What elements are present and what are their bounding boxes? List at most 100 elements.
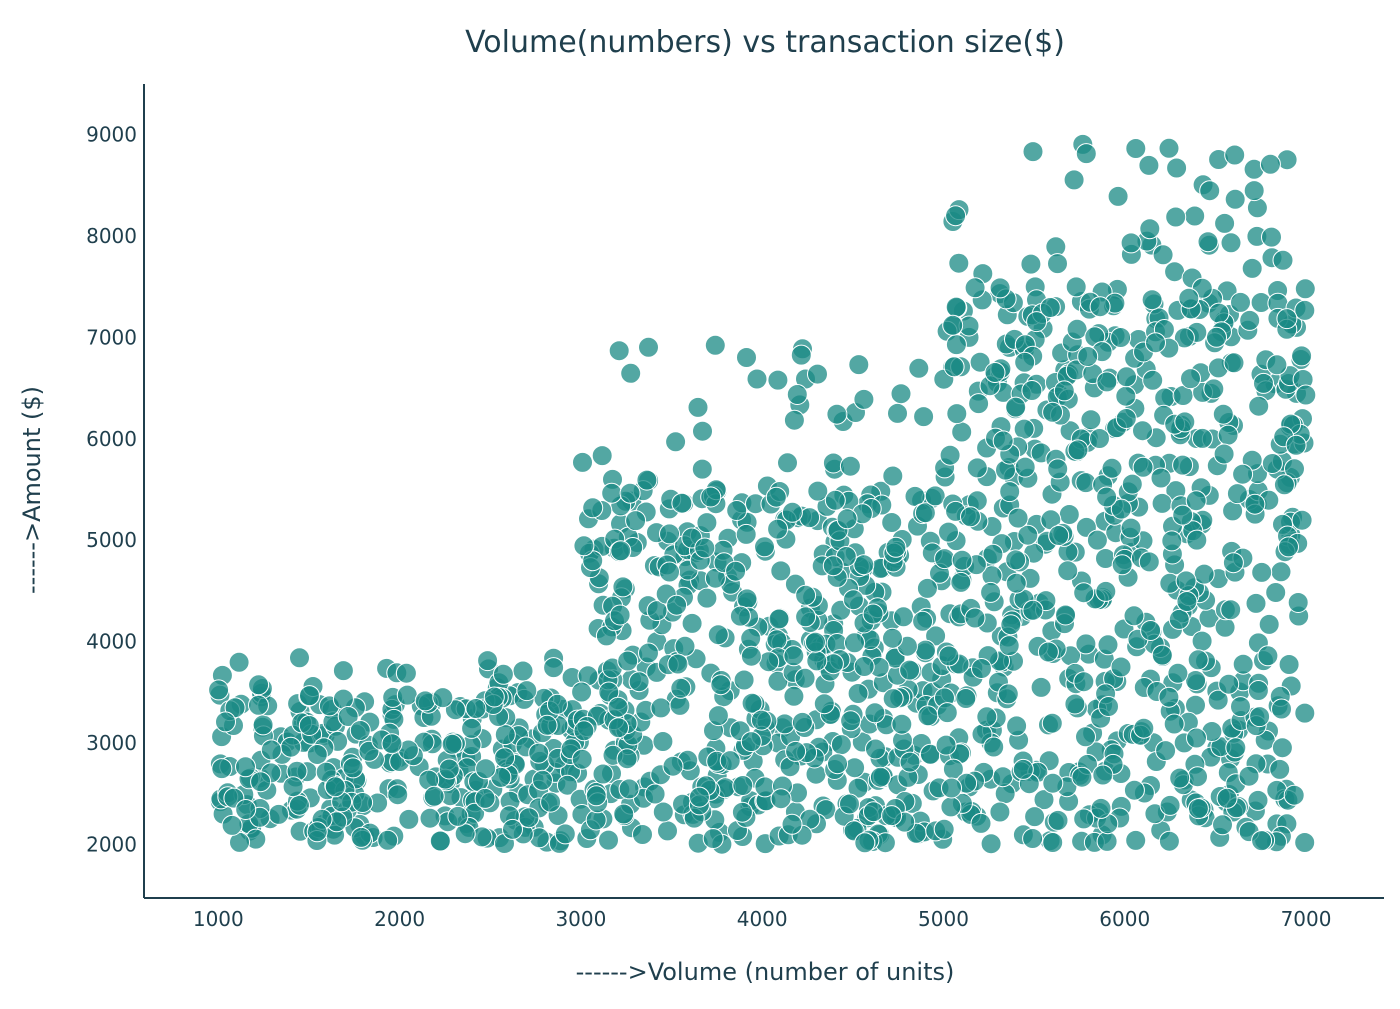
- scatter-point: [1026, 311, 1048, 333]
- scatter-point: [447, 805, 469, 827]
- scatter-point: [1208, 302, 1230, 324]
- scatter-point: [1167, 662, 1189, 684]
- scatter-point: [461, 717, 483, 739]
- scatter-point: [696, 587, 718, 609]
- scatter-point: [1022, 141, 1044, 163]
- scatter-point: [785, 740, 807, 762]
- chart-title: Volume(numbers) vs transaction size($): [465, 25, 1065, 60]
- scatter-point: [280, 736, 302, 758]
- scatter-point: [794, 667, 816, 689]
- scatter-point: [869, 766, 891, 788]
- scatter-point: [893, 606, 914, 628]
- scatter-point: [992, 430, 1014, 452]
- scatter-point: [1125, 829, 1147, 851]
- scatter-point: [1158, 137, 1180, 159]
- scatter-point: [1295, 384, 1317, 406]
- scatter-point: [1266, 779, 1288, 801]
- scatter-point: [667, 653, 689, 675]
- scatter-point: [572, 451, 593, 473]
- scatter-point: [951, 421, 973, 443]
- scatter-point: [306, 821, 328, 843]
- scatter-point: [783, 645, 805, 667]
- scatter-point: [1283, 784, 1305, 806]
- scatter-point: [964, 607, 986, 629]
- scatter-point: [704, 334, 726, 356]
- scatter-point: [1075, 633, 1097, 655]
- scatter-point: [842, 589, 864, 611]
- scatter-point: [687, 396, 709, 418]
- scatter-point: [1020, 253, 1042, 275]
- scatter-point: [659, 523, 680, 545]
- scatter-point: [844, 757, 866, 779]
- scatter-point: [1224, 144, 1246, 166]
- scatter-point: [1244, 493, 1266, 515]
- scatter-point: [1022, 828, 1044, 849]
- scatter-point: [1270, 561, 1292, 583]
- scatter-point: [971, 658, 992, 679]
- scatter-point: [847, 683, 869, 704]
- scatter-point: [617, 650, 639, 672]
- scatter-point: [1187, 649, 1209, 671]
- scatter-point: [882, 627, 903, 649]
- y-axis-label: ------>Amount ($): [18, 386, 46, 594]
- scatter-point: [1058, 504, 1080, 525]
- scatter-point: [945, 205, 967, 227]
- scatter-point: [917, 705, 939, 727]
- scatter-point: [1022, 599, 1044, 621]
- y-axis-ticks: 2000 3000 4000 5000 6000 7000 8000 9000: [86, 123, 137, 857]
- scatter-point: [1005, 549, 1027, 571]
- scatter-point: [1269, 758, 1291, 780]
- scatter-point: [912, 610, 934, 632]
- scatter-point: [767, 369, 789, 391]
- scatter-point: [710, 674, 732, 696]
- scatter-point: [1064, 693, 1086, 715]
- scatter-point: [691, 458, 713, 480]
- scatter-point: [352, 792, 374, 813]
- scatter-point: [765, 486, 787, 508]
- scatter-point: [1247, 680, 1269, 701]
- scatter-point: [853, 388, 875, 410]
- scatter-point: [628, 671, 650, 693]
- scatter-point: [1021, 380, 1043, 401]
- scatter-point: [1151, 492, 1173, 514]
- scatter-point: [694, 537, 716, 559]
- scatter-point: [396, 684, 418, 706]
- scatter-point: [377, 829, 399, 851]
- scatter-point: [783, 409, 805, 431]
- scatter-point: [349, 720, 371, 741]
- scatter-point: [839, 455, 861, 477]
- scatter-point: [1121, 473, 1143, 495]
- scatter-point: [766, 629, 788, 651]
- scatter-point: [1132, 456, 1154, 478]
- scatter-point: [899, 751, 921, 773]
- scatter-point: [632, 824, 653, 845]
- scatter-point: [882, 465, 904, 487]
- scatter-point: [1095, 580, 1117, 602]
- scatter-point: [740, 627, 762, 649]
- scatter-point: [950, 571, 972, 593]
- scatter-point: [573, 535, 595, 557]
- scatter-point: [1271, 698, 1292, 720]
- scatter-point: [940, 796, 962, 818]
- scatter-point: [613, 803, 635, 825]
- scatter-point: [707, 705, 729, 727]
- scatter-point: [989, 801, 1011, 823]
- scatter-point: [1123, 779, 1145, 801]
- scatter-point: [707, 624, 729, 646]
- scatter-point: [998, 635, 1020, 657]
- scatter-point: [1273, 474, 1295, 496]
- scatter-point: [750, 709, 772, 731]
- scatter-point: [725, 560, 747, 582]
- scatter-point: [1053, 380, 1075, 402]
- scatter-point: [671, 492, 693, 514]
- x-tick-label: 1000: [193, 907, 244, 931]
- scatter-point: [1285, 434, 1307, 456]
- scatter-point: [702, 828, 724, 849]
- scatter-point: [512, 660, 534, 682]
- scatter-point: [1041, 712, 1063, 734]
- scatter-point: [854, 832, 876, 854]
- scatter-point: [1047, 253, 1068, 275]
- y-tick-label: 8000: [86, 224, 137, 248]
- scatter-point: [804, 631, 826, 653]
- scatter-point: [665, 431, 687, 453]
